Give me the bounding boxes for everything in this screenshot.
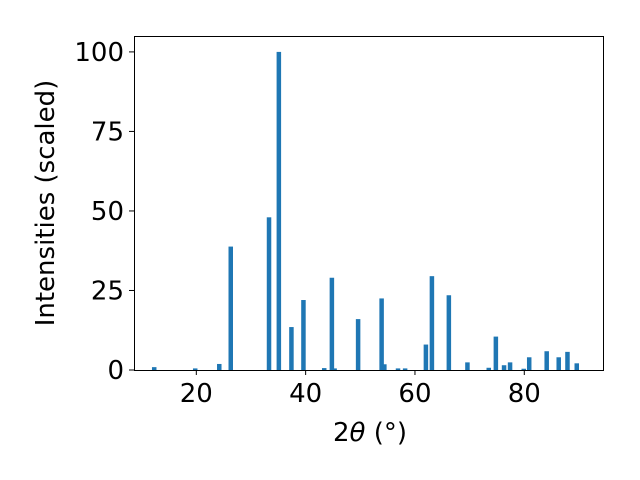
bar bbox=[276, 51, 282, 371]
x-tick-label: 20 bbox=[180, 379, 213, 409]
y-tick-label: 75 bbox=[91, 117, 124, 147]
bar bbox=[382, 364, 387, 370]
bar bbox=[486, 367, 492, 370]
bar bbox=[423, 344, 429, 370]
bar bbox=[355, 319, 361, 370]
bar bbox=[465, 362, 470, 370]
bar bbox=[332, 368, 337, 370]
y-tick-label: 100 bbox=[74, 38, 124, 68]
y-tick-label: 25 bbox=[91, 276, 124, 306]
x-axis-ticks: 20 40 60 80 bbox=[180, 370, 541, 409]
bars-group bbox=[151, 51, 580, 371]
x-tick-label: 60 bbox=[398, 379, 431, 409]
bar bbox=[521, 368, 526, 370]
bar bbox=[574, 363, 580, 370]
bar bbox=[228, 246, 233, 370]
bar bbox=[544, 351, 549, 370]
bar bbox=[321, 368, 327, 370]
bar bbox=[507, 362, 513, 370]
bar bbox=[446, 295, 452, 370]
bar bbox=[217, 363, 222, 370]
bar bbox=[289, 327, 294, 370]
y-tick-label: 50 bbox=[91, 197, 124, 227]
bar bbox=[493, 336, 499, 370]
bar bbox=[429, 276, 435, 370]
y-axis-label: Intensities (scaled) bbox=[31, 80, 61, 327]
x-axis-label: 2θ (°) bbox=[333, 418, 407, 448]
bar bbox=[192, 368, 198, 370]
bar bbox=[501, 365, 507, 370]
x-tick-label: 80 bbox=[508, 379, 541, 409]
bar bbox=[301, 300, 306, 370]
y-tick-label: 0 bbox=[107, 356, 124, 386]
bar bbox=[526, 357, 532, 370]
bar bbox=[379, 298, 384, 370]
x-tick-label: 40 bbox=[289, 379, 322, 409]
bar bbox=[266, 217, 272, 370]
bar bbox=[565, 351, 570, 370]
bar bbox=[395, 368, 401, 370]
bar bbox=[151, 367, 157, 370]
bar bbox=[556, 357, 561, 370]
bar bbox=[402, 368, 408, 370]
plot-frame bbox=[134, 36, 604, 371]
y-axis-ticks: 0 25 50 75 100 bbox=[74, 38, 134, 386]
bar bbox=[329, 277, 335, 370]
